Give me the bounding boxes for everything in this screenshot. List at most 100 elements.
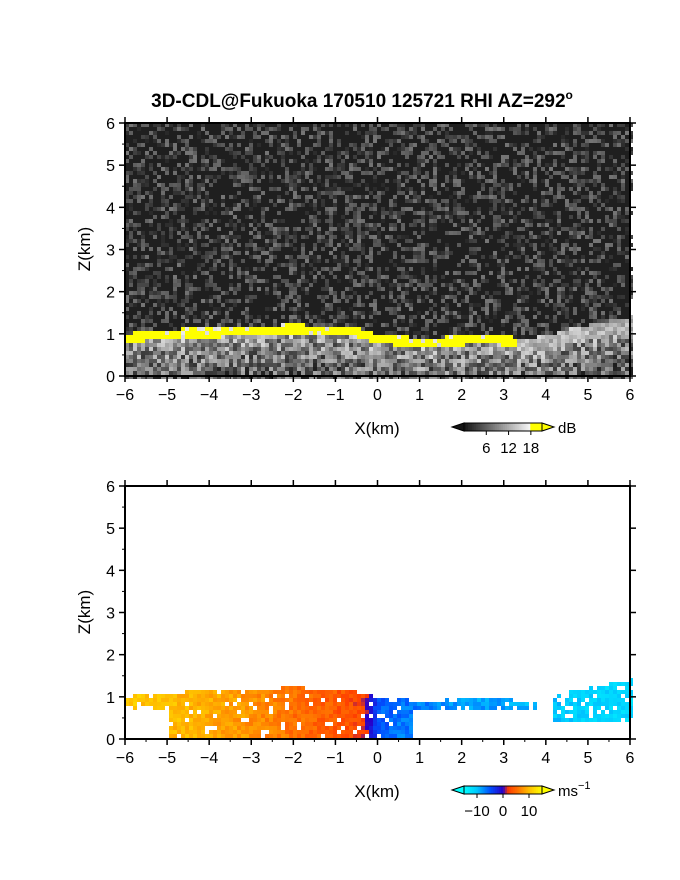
colorbar-swatch (526, 786, 529, 794)
velocity-field (125, 486, 633, 739)
colorbar-swatch (516, 786, 520, 794)
colorbar-swatch (499, 423, 502, 431)
velocity-colorbar: −10 0 10 ms−1 (450, 780, 591, 820)
x-tick-label: 1 (415, 750, 424, 767)
colorbar-swatch (534, 786, 537, 794)
colorbar-swatch (524, 423, 527, 431)
colorbar-swatch (477, 423, 481, 431)
colorbar-swatch (469, 786, 473, 794)
colorbar-swatch (497, 423, 500, 431)
colorbar-high-arrow (541, 785, 556, 795)
colorbar-swatch (528, 786, 531, 794)
x-tick-label: 5 (583, 750, 592, 767)
colorbar-swatch (487, 786, 490, 794)
colorbar-swatch (510, 423, 514, 431)
colorbar-unit: dB (558, 420, 576, 437)
snr-field (125, 123, 633, 379)
colorbar-swatch (495, 786, 498, 794)
colorbar-swatch (467, 423, 471, 431)
colorbar-swatch (518, 423, 522, 431)
colorbar-unit: ms−1 (558, 780, 591, 800)
x-tick-label: 6 (626, 387, 635, 404)
colorbar-swatch (471, 423, 475, 431)
x-tick-label: 4 (541, 387, 550, 404)
colorbar-swatch (464, 786, 467, 794)
x-tick-label: 2 (457, 387, 466, 404)
x-tick-label: 3 (499, 387, 508, 404)
colorbar-swatch (512, 423, 516, 431)
colorbar-swatch (504, 423, 508, 431)
x-tick-label: −3 (242, 387, 260, 404)
colorbar-tick-label: 6 (482, 440, 490, 457)
colorbar-swatch (528, 423, 531, 431)
colorbar-swatch (504, 786, 508, 794)
figure-title: 3D-CDL@Fukuoka 170510 125721 RHI AZ=292o (151, 88, 573, 112)
x-tick-label: −2 (284, 387, 302, 404)
colorbar-low-arrow (450, 785, 465, 795)
colorbar-swatch (524, 786, 527, 794)
colorbar-tick-label: 10 (521, 803, 538, 820)
colorbar-tick-label: 18 (523, 440, 540, 457)
colorbar-swatch (493, 786, 496, 794)
y-tick-label: 2 (106, 285, 115, 302)
colorbar-swatch (497, 786, 500, 794)
snr-x-axis-label: X(km) (354, 419, 399, 438)
colorbar-swatch (465, 786, 469, 794)
colorbar-swatch (501, 786, 504, 794)
colorbar-swatch (477, 786, 481, 794)
colorbar-swatch (512, 786, 516, 794)
x-tick-label: −1 (326, 750, 344, 767)
colorbar-swatch (479, 786, 483, 794)
colorbar-swatch (538, 786, 541, 794)
colorbar-swatch (487, 423, 490, 431)
colorbar-swatch (540, 423, 543, 431)
x-tick-label: 0 (373, 750, 382, 767)
colorbar-swatch (465, 423, 469, 431)
y-tick-label: 0 (106, 369, 115, 386)
colorbar-low-arrow (450, 422, 465, 432)
colorbar-tick-label: 12 (500, 440, 517, 457)
colorbar-high-arrow (541, 422, 556, 432)
colorbar-tick-label: 0 (499, 803, 507, 820)
y-tick-label: 6 (106, 479, 115, 496)
colorbar-swatch (520, 786, 523, 794)
colorbar-swatch (518, 786, 522, 794)
colorbar-swatch (508, 423, 512, 431)
y-tick-label: 3 (106, 243, 115, 260)
snr-axis-ticks: −6 −5 −4 −3 −2 −1 0 1 2 3 4 5 6 0 1 2 3 4 5 6 (106, 116, 636, 404)
y-tick-label: 0 (106, 732, 115, 749)
colorbar-swatch (485, 423, 488, 431)
colorbar-swatch (506, 423, 510, 431)
colorbar-swatch (475, 786, 479, 794)
colorbar-swatch (493, 423, 496, 431)
colorbar-swatch (532, 786, 535, 794)
colorbar-swatch (464, 423, 467, 431)
velocity-axis-ticks: −6 −5 −4 −3 −2 −1 0 1 2 3 4 5 6 0 1 2 3 4 5 6 (106, 479, 636, 767)
y-tick-label: 5 (106, 521, 115, 538)
x-tick-label: 4 (541, 750, 550, 767)
x-tick-label: 0 (373, 387, 382, 404)
colorbar-swatch (489, 423, 492, 431)
y-tick-label: 1 (106, 327, 115, 344)
colorbar-swatch (499, 786, 502, 794)
colorbar-swatch (467, 786, 471, 794)
colorbar-swatch (489, 786, 492, 794)
x-tick-label: −6 (116, 750, 134, 767)
velocity-y-axis-label: Z(km) (75, 590, 94, 634)
colorbar-swatch (479, 423, 483, 431)
colorbar-swatch (538, 423, 541, 431)
colorbar-swatch (506, 786, 510, 794)
colorbar-swatch (481, 423, 484, 431)
colorbar-swatch (508, 786, 512, 794)
colorbar-swatch (491, 423, 494, 431)
y-tick-label: 3 (106, 606, 115, 623)
colorbar-swatch (530, 423, 533, 431)
x-tick-label: −1 (326, 387, 344, 404)
x-tick-label: −5 (158, 387, 176, 404)
colorbar-swatch (530, 786, 533, 794)
y-tick-label: 4 (106, 563, 115, 580)
x-tick-label: 3 (499, 750, 508, 767)
y-tick-label: 2 (106, 648, 115, 665)
